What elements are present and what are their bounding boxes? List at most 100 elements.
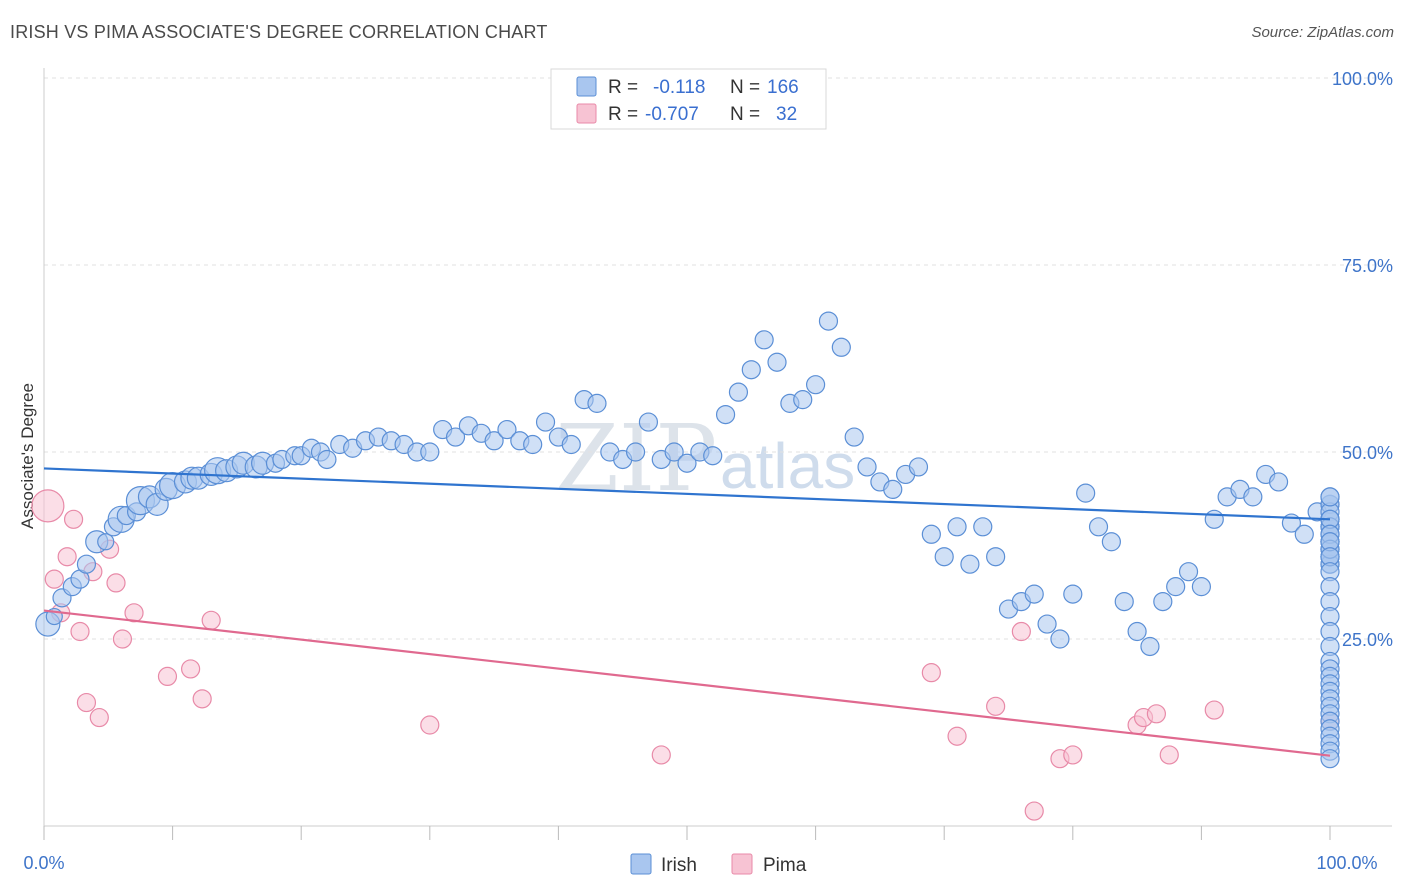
correlation-legend: R = -0.118 N = 166 R = -0.707 N = 32 bbox=[550, 68, 827, 130]
pima-point bbox=[420, 715, 440, 735]
series-legend: Irish Pima bbox=[630, 853, 807, 876]
pima-point bbox=[112, 629, 133, 649]
bottom-legend-pima-label: Pima bbox=[763, 855, 807, 876]
irish-point bbox=[625, 442, 646, 462]
irish-point bbox=[1127, 621, 1147, 642]
pima-point bbox=[106, 573, 126, 593]
irish-point bbox=[484, 431, 504, 451]
y-axis-title: Associate's Degree bbox=[18, 383, 37, 529]
irish-point bbox=[934, 547, 954, 567]
irish-point bbox=[1076, 483, 1096, 503]
irish-point bbox=[818, 311, 839, 331]
y-tick-labels: 25.0% 50.0% 75.0% 100.0% bbox=[1332, 69, 1393, 650]
pima-point bbox=[947, 726, 967, 746]
pima-point bbox=[986, 696, 1006, 716]
chart-title: IRISH VS PIMA ASSOCIATE'S DEGREE CORRELA… bbox=[10, 22, 548, 42]
x-tick-label-100: 100.0% bbox=[1316, 853, 1377, 873]
source-label: Source: ZipAtlas.com bbox=[1251, 24, 1394, 41]
legend-irish-r-value: -0.118 bbox=[653, 77, 705, 98]
irish-point bbox=[664, 442, 684, 462]
irish-point bbox=[445, 427, 466, 447]
x-tick-label-0: 0.0% bbox=[23, 853, 64, 873]
pima-point bbox=[1011, 621, 1031, 642]
irish-point bbox=[638, 412, 659, 432]
legend-box bbox=[550, 68, 827, 130]
legend-irish-n-label: N = bbox=[730, 77, 760, 98]
irish-point bbox=[561, 434, 581, 455]
pima-point bbox=[201, 610, 221, 630]
pima-point bbox=[44, 569, 64, 589]
legend-irish-n-value: 166 bbox=[767, 77, 799, 98]
irish-point bbox=[793, 390, 813, 410]
pima-point bbox=[651, 745, 671, 765]
irish-point bbox=[497, 419, 517, 440]
irish-point bbox=[1114, 591, 1134, 612]
legend-pima-r-value: -0.707 bbox=[645, 104, 699, 125]
irish-point bbox=[1243, 487, 1263, 507]
pima-point bbox=[1204, 700, 1224, 720]
irish-point bbox=[535, 412, 556, 432]
y-tick-label-100: 100.0% bbox=[1332, 69, 1393, 89]
y-tick-label-75: 75.0% bbox=[1342, 256, 1393, 276]
irish-point bbox=[1320, 487, 1340, 507]
irish-point bbox=[1024, 584, 1044, 604]
irish-point bbox=[805, 375, 826, 395]
irish-point bbox=[523, 434, 543, 455]
legend-irish-swatch bbox=[576, 76, 597, 97]
legend-irish-r-label: R = bbox=[608, 77, 638, 98]
legend-pima-n-label: N = bbox=[730, 104, 760, 125]
irish-point bbox=[1153, 591, 1173, 612]
irish-point bbox=[1063, 584, 1083, 604]
pima-point bbox=[181, 659, 201, 679]
irish-point bbox=[1320, 749, 1340, 769]
irish-point bbox=[703, 446, 723, 466]
pima-trend-line bbox=[43, 609, 1331, 757]
irish-point bbox=[587, 393, 607, 413]
irish-trend-line bbox=[43, 467, 1331, 521]
irish-point bbox=[947, 517, 967, 537]
irish-point bbox=[908, 457, 929, 477]
irish-point bbox=[844, 427, 864, 447]
pima-point bbox=[89, 707, 109, 728]
irish-point bbox=[97, 533, 115, 551]
irish-point bbox=[986, 547, 1006, 567]
irish-point bbox=[973, 517, 993, 537]
irish-point bbox=[767, 352, 787, 372]
pima-point bbox=[76, 692, 97, 713]
pima-points bbox=[31, 489, 1340, 821]
irish-point bbox=[1204, 509, 1224, 529]
irish-points bbox=[35, 311, 1340, 769]
irish-point bbox=[76, 554, 97, 574]
irish-point bbox=[1178, 562, 1199, 582]
irish-point bbox=[1294, 524, 1314, 544]
pima-point bbox=[1024, 801, 1044, 821]
irish-point bbox=[960, 554, 980, 574]
irish-point bbox=[728, 382, 749, 402]
irish-point bbox=[1268, 472, 1289, 492]
irish-point bbox=[1050, 629, 1070, 649]
pima-point bbox=[57, 547, 77, 567]
bottom-legend-irish-label: Irish bbox=[661, 855, 697, 876]
irish-point bbox=[1037, 614, 1057, 634]
pima-point bbox=[1146, 704, 1166, 724]
pima-point bbox=[921, 663, 941, 683]
pima-point bbox=[192, 689, 212, 709]
pima-point bbox=[70, 621, 90, 642]
irish-point bbox=[883, 479, 903, 499]
legend-pima-n-value: 32 bbox=[776, 104, 797, 125]
irish-point bbox=[1101, 532, 1121, 552]
pima-point bbox=[1159, 745, 1179, 765]
irish-point bbox=[420, 442, 440, 462]
x-axis-ticks bbox=[43, 826, 1331, 840]
irish-point bbox=[831, 337, 851, 357]
irish-point bbox=[1166, 577, 1186, 597]
pima-point bbox=[63, 509, 84, 529]
irish-point bbox=[715, 405, 736, 425]
pima-point bbox=[1063, 745, 1083, 765]
bottom-legend-pima-swatch bbox=[731, 853, 753, 875]
y-tick-label-50: 50.0% bbox=[1342, 443, 1393, 463]
bottom-legend-irish-swatch bbox=[630, 853, 652, 875]
irish-point bbox=[1088, 517, 1109, 537]
irish-point bbox=[1191, 577, 1212, 597]
